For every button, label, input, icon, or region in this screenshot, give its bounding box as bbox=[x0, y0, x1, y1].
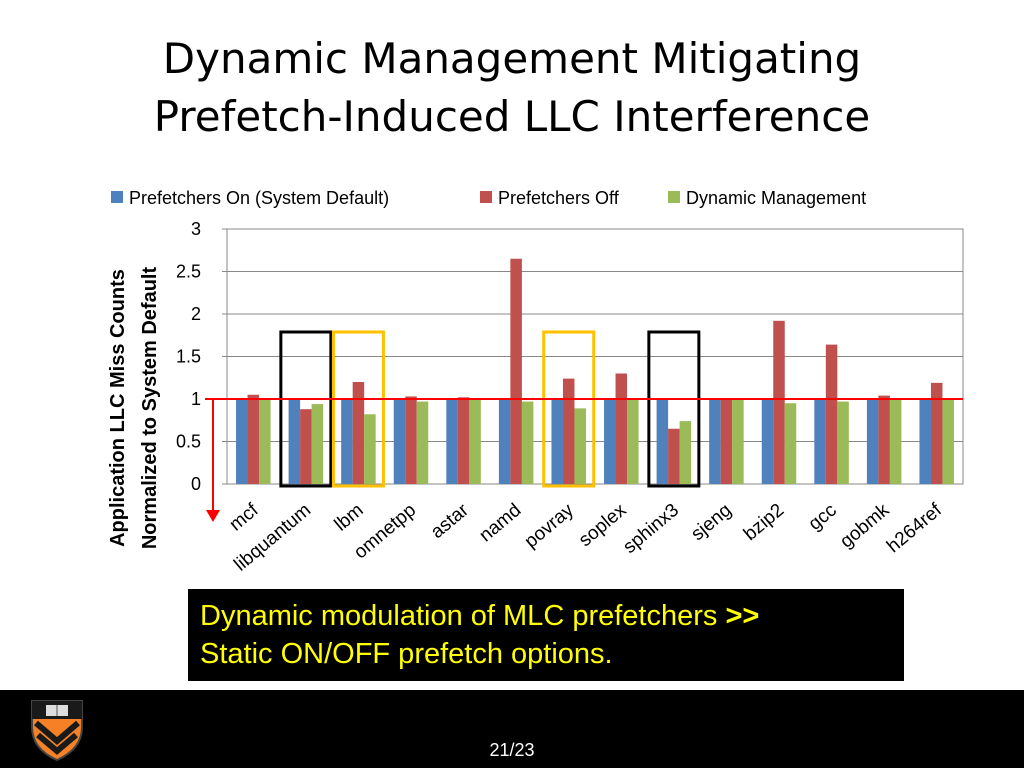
title-line-2: Prefetch-Induced LLC Interference bbox=[153, 92, 871, 141]
bar bbox=[352, 382, 365, 484]
legend-swatch bbox=[480, 191, 492, 203]
legend-label: Prefetchers Off bbox=[498, 188, 620, 208]
y-tick-label: 1.5 bbox=[176, 347, 201, 367]
bar bbox=[469, 399, 481, 484]
bar bbox=[521, 401, 534, 484]
bar bbox=[341, 399, 353, 484]
bar bbox=[930, 382, 943, 484]
bar bbox=[668, 428, 680, 484]
bar bbox=[889, 399, 902, 484]
y-tick-label: 1 bbox=[191, 389, 201, 409]
bar bbox=[761, 399, 774, 484]
x-tick-label: namd bbox=[475, 500, 525, 547]
slide-title: Dynamic Management Mitigating Prefetch-I… bbox=[0, 30, 1024, 146]
x-tick-label: sjeng bbox=[687, 500, 735, 545]
bar bbox=[656, 399, 669, 484]
bar bbox=[878, 395, 890, 484]
bar bbox=[627, 398, 639, 484]
bar bbox=[825, 344, 838, 484]
bar bbox=[709, 399, 721, 484]
bar bbox=[247, 394, 260, 484]
highlight-box bbox=[542, 330, 596, 488]
highlight-box bbox=[331, 330, 385, 488]
bar bbox=[416, 401, 429, 484]
legend-label: Prefetchers On (System Default) bbox=[129, 188, 389, 208]
y-axis-title-line-1: Application LLC Miss Counts bbox=[107, 269, 129, 547]
reference-arrow-head bbox=[206, 510, 220, 522]
highlight-box bbox=[647, 330, 701, 488]
bar bbox=[814, 399, 826, 484]
bar bbox=[732, 399, 744, 484]
y-tick-label: 2 bbox=[191, 304, 201, 324]
callout-bold: >> bbox=[725, 600, 760, 632]
bar bbox=[311, 404, 324, 484]
bar bbox=[615, 373, 628, 484]
princeton-shield-icon bbox=[31, 700, 83, 762]
bar bbox=[604, 399, 616, 484]
bar bbox=[919, 399, 931, 484]
x-tick-label: gcc bbox=[805, 500, 841, 535]
callout-box: Dynamic modulation of MLC prefetchers >>… bbox=[188, 589, 904, 681]
bar bbox=[300, 409, 312, 484]
bar bbox=[866, 399, 879, 484]
bar bbox=[773, 320, 785, 484]
bar bbox=[679, 421, 692, 484]
x-tick-label: lbm bbox=[331, 500, 368, 536]
bar bbox=[288, 399, 301, 484]
y-tick-label: 0 bbox=[191, 474, 201, 494]
y-tick-label: 2.5 bbox=[176, 262, 201, 282]
y-axis-title-line-2: Normalized to System Default bbox=[139, 267, 161, 550]
x-tick-label: mcf bbox=[226, 499, 263, 535]
bar bbox=[236, 399, 248, 484]
bar bbox=[510, 258, 522, 484]
footer-bar bbox=[0, 690, 1024, 768]
bar bbox=[942, 399, 954, 484]
bar bbox=[784, 403, 797, 484]
legend-swatch bbox=[668, 191, 680, 203]
bar bbox=[364, 414, 376, 484]
x-tick-label: sphinx3 bbox=[619, 500, 683, 558]
x-tick-label: bzip2 bbox=[740, 500, 788, 545]
bar bbox=[446, 399, 458, 484]
legend-swatch bbox=[111, 191, 123, 203]
bar bbox=[551, 399, 563, 484]
bar bbox=[574, 408, 586, 484]
bar bbox=[457, 397, 470, 484]
bar bbox=[259, 399, 271, 484]
x-tick-label: h264ref bbox=[883, 499, 946, 557]
callout-text-2: Static ON/OFF prefetch options. bbox=[200, 638, 613, 670]
title-line-1: Dynamic Management Mitigating bbox=[162, 34, 862, 83]
bar bbox=[393, 399, 406, 484]
y-tick-label: 3 bbox=[191, 219, 201, 239]
bar bbox=[405, 396, 417, 484]
bar bbox=[498, 399, 511, 484]
callout-text: Dynamic modulation of MLC prefetchers bbox=[200, 600, 726, 632]
bar bbox=[562, 378, 575, 484]
x-tick-label: povray bbox=[521, 499, 579, 552]
bar bbox=[837, 401, 849, 484]
legend-label: Dynamic Management bbox=[686, 188, 866, 208]
y-tick-label: 0.5 bbox=[176, 432, 201, 452]
bar bbox=[720, 399, 733, 484]
x-tick-label: astar bbox=[427, 499, 473, 543]
highlight-box bbox=[279, 330, 333, 488]
page-number: 21/23 bbox=[489, 740, 535, 760]
